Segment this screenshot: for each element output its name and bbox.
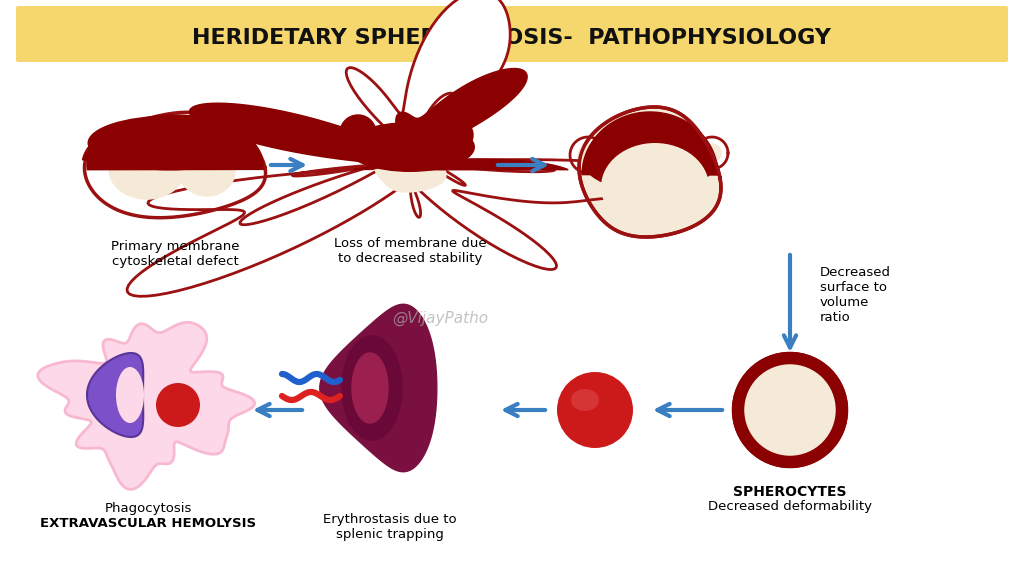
Polygon shape — [443, 120, 473, 147]
Polygon shape — [83, 117, 257, 160]
Text: Erythrostasis due to
splenic trapping: Erythrostasis due to splenic trapping — [324, 513, 457, 541]
Polygon shape — [87, 353, 143, 437]
Polygon shape — [116, 367, 144, 423]
Polygon shape — [352, 353, 388, 423]
Polygon shape — [582, 112, 718, 175]
Ellipse shape — [571, 389, 599, 411]
Polygon shape — [109, 139, 185, 199]
Polygon shape — [189, 69, 568, 170]
Text: HERIDETARY SPHEROCYTOSIS-  PATHOPHYSIOLOGY: HERIDETARY SPHEROCYTOSIS- PATHOPHYSIOLOG… — [193, 28, 831, 48]
Circle shape — [740, 360, 840, 460]
Text: Loss of membrane due
to decreased stability: Loss of membrane due to decreased stabil… — [334, 237, 486, 265]
Text: EXTRAVASCULAR HEMOLYSIS: EXTRAVASCULAR HEMOLYSIS — [40, 517, 256, 530]
Text: Decreased deformability: Decreased deformability — [708, 500, 872, 513]
Polygon shape — [579, 107, 721, 237]
Polygon shape — [342, 336, 402, 440]
FancyBboxPatch shape — [16, 6, 1008, 62]
Polygon shape — [696, 137, 728, 169]
Circle shape — [732, 352, 848, 468]
Polygon shape — [87, 115, 263, 170]
Polygon shape — [703, 144, 721, 162]
Text: Decreased
surface to
volume
ratio: Decreased surface to volume ratio — [820, 266, 891, 324]
Polygon shape — [84, 112, 265, 218]
Polygon shape — [127, 0, 705, 296]
Polygon shape — [179, 146, 234, 196]
Text: @VijayPatho: @VijayPatho — [392, 310, 488, 325]
Ellipse shape — [585, 139, 715, 191]
Circle shape — [156, 383, 200, 427]
Circle shape — [557, 372, 633, 448]
Text: Primary membrane
cytoskeletal defect: Primary membrane cytoskeletal defect — [111, 240, 240, 268]
Polygon shape — [340, 115, 376, 147]
Polygon shape — [38, 323, 255, 490]
Ellipse shape — [601, 143, 709, 231]
Text: Phagocytosis: Phagocytosis — [104, 502, 191, 515]
Polygon shape — [570, 137, 606, 173]
Ellipse shape — [345, 122, 475, 172]
Polygon shape — [319, 304, 437, 472]
Polygon shape — [578, 145, 598, 165]
Circle shape — [738, 358, 842, 462]
Polygon shape — [374, 148, 446, 192]
Text: SPHEROCYTES: SPHEROCYTES — [733, 485, 847, 499]
Ellipse shape — [87, 116, 253, 170]
